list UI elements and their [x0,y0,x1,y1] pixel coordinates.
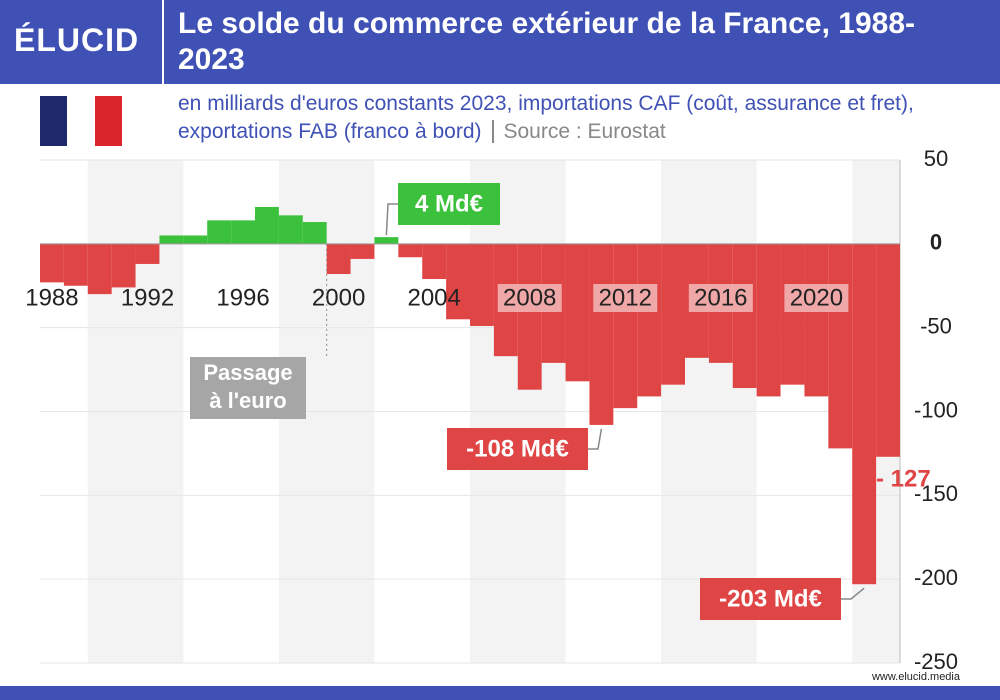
x-tick-label: 2004 [407,284,460,311]
annotation: 4 Md€ [415,190,483,217]
bar [111,243,136,288]
bar [470,243,494,326]
bar [804,243,829,397]
annotation-line [588,428,603,450]
tick-bg [688,284,753,312]
annotation-box [447,428,588,470]
bar [40,243,64,283]
subtitle: en milliards d'euros constants 2023, imp… [178,92,914,143]
y-tick-label: 0 [930,230,942,255]
annotation-box [190,357,306,419]
separator [162,0,164,84]
footer: www.elucid.media [871,671,960,683]
bar [278,215,303,244]
bar [183,235,208,244]
annotation: - 127 [876,465,931,492]
bar [135,243,160,264]
annotation-box [700,578,841,620]
annotation-box [398,183,500,225]
bar [565,243,590,382]
x-tick-label: 1988 [25,284,78,311]
y-tick-label: 50 [924,146,948,171]
x-tick-label: 2020 [790,284,843,311]
y-tick-label: -150 [914,481,958,506]
bar [780,243,805,385]
tick-bg [784,284,849,312]
bar [661,243,685,385]
bar [828,243,853,449]
tick-bg [593,284,658,312]
annotation-line [841,587,865,600]
bar [159,235,184,244]
header [0,0,1000,84]
y-tick-label: -100 [914,397,958,422]
bar [374,237,399,244]
bar [87,243,112,295]
bar [255,206,279,244]
x-tick-label: 2000 [312,284,365,311]
y-tick-label: -200 [914,565,958,590]
x-tick-label: 1992 [121,284,174,311]
bar [637,243,662,397]
bar [350,243,375,259]
bar [446,243,470,320]
bar [517,243,542,390]
bar [398,243,423,258]
annotation: -108 Md€ [466,435,569,462]
annotation: -203 Md€ [719,585,822,612]
bar [756,243,781,397]
y-tick-label: -250 [914,649,958,674]
annotation: Passage à l'euro [203,360,292,413]
footer-band [0,686,1000,700]
bar [732,243,757,389]
bar [63,243,88,286]
brand: ÉLUCID [14,22,140,58]
x-tick-label: 2016 [694,284,747,311]
bar [422,243,447,280]
annotation-line [385,203,398,236]
x-tick-label: 2012 [599,284,652,311]
bar [326,243,351,275]
bar [207,220,232,244]
chart-title: Le solde du commerce extérieur de la Fra… [178,7,915,76]
tick-bg [497,284,562,312]
x-tick-label: 1996 [216,284,269,311]
bar [613,243,638,409]
bar [589,243,614,425]
bar [231,220,255,244]
bar [852,243,877,585]
x-tick-label: 2008 [503,284,556,311]
y-tick-label: -50 [920,313,952,338]
subtitle-block: en milliards d'euros constants 2023, imp… [178,90,988,146]
flag [40,96,122,146]
source: Source : Eurostat [491,120,666,143]
bar [302,222,327,244]
bar [876,243,900,457]
